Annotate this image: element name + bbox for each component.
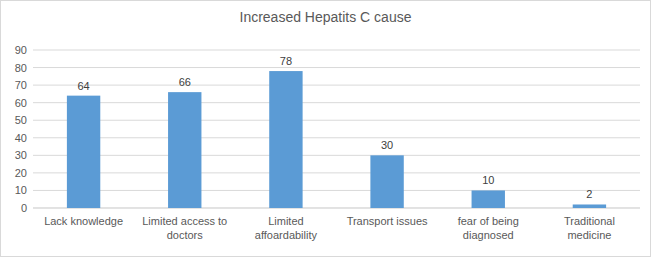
x-axis-line: [33, 208, 640, 209]
x-tick-label: Lack knowledge: [44, 215, 123, 227]
bar: [269, 71, 302, 208]
y-tick-label: 10: [15, 184, 27, 196]
y-tick-label: 90: [15, 44, 27, 56]
data-label: 30: [381, 139, 393, 151]
x-tick-label: Traditionalmedicine: [564, 215, 615, 241]
y-tick-label: 60: [15, 97, 27, 109]
grid-line: [33, 50, 640, 51]
chart-border: [1, 1, 651, 257]
grid-line: [33, 155, 640, 156]
grid-line: [33, 172, 640, 173]
bars: [67, 71, 606, 208]
grid-line: [33, 120, 640, 121]
grid-line: [33, 208, 640, 209]
bar: [370, 155, 403, 208]
data-label: 64: [77, 80, 89, 92]
bar: [472, 190, 505, 208]
grid-line: [33, 67, 640, 68]
x-tick-label: Limitedaffoardability: [255, 215, 318, 241]
y-tick-label: 80: [15, 62, 27, 74]
y-tick-label: 70: [15, 79, 27, 91]
bar: [573, 204, 606, 208]
chart: Increased Hepatits C cause 0 10 20 30 40 50 60 7…: [0, 0, 651, 257]
data-label: 78: [280, 55, 292, 67]
y-tick-label: 50: [15, 114, 27, 126]
y-tick-label: 0: [21, 202, 27, 214]
x-tick-label: fear of beingdiagnosed: [458, 215, 519, 241]
x-tick-label: Transport issues: [347, 215, 428, 227]
bar: [168, 92, 201, 208]
y-tick-label: 30: [15, 149, 27, 161]
bar: [67, 96, 100, 208]
title: Increased Hepatits C cause: [240, 9, 412, 25]
y-tick-label: 20: [15, 167, 27, 179]
y-tick-label: 40: [15, 132, 27, 144]
grid-line: [33, 190, 640, 191]
grid-line: [33, 102, 640, 103]
data-label: 66: [179, 76, 191, 88]
data-label: 2: [586, 188, 592, 200]
grid-line: [33, 85, 640, 86]
x-tick-label: Limited access todoctors: [142, 215, 227, 241]
grid-line: [33, 137, 640, 138]
data-label: 10: [482, 174, 494, 186]
